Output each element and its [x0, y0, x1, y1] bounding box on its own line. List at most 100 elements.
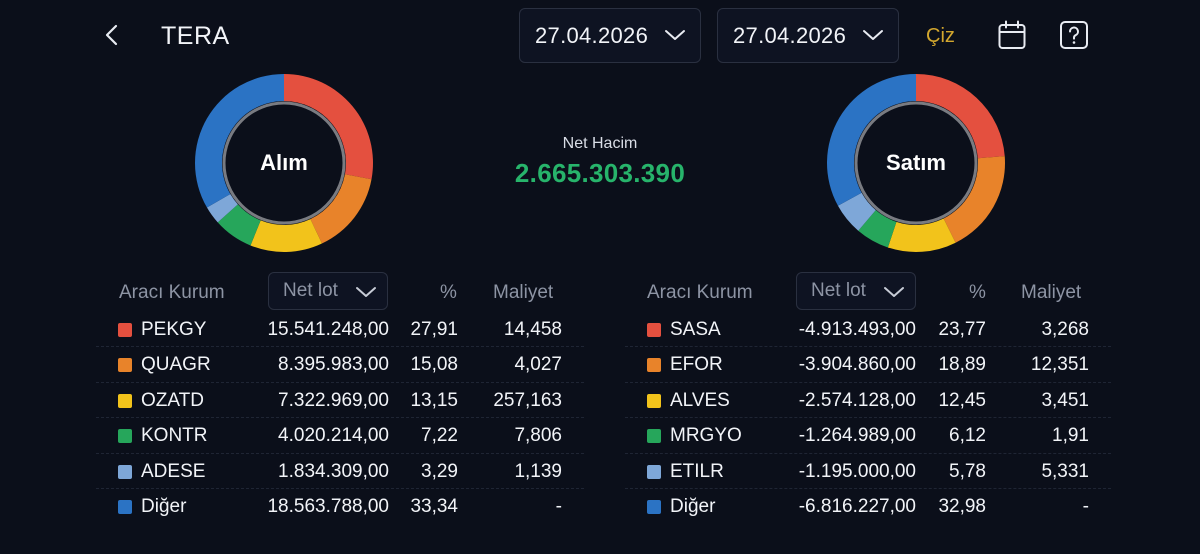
sell-table-header: Aracı Kurum Net lot % Maliyet: [625, 270, 1111, 312]
table-row[interactable]: MRGYO -1.264.989,00 6,12 1,91: [625, 418, 1111, 454]
percent-value: 13,15: [410, 389, 458, 411]
color-swatch: [647, 464, 661, 479]
table-row[interactable]: KONTR 4.020.214,00 7,22 7,806: [96, 418, 584, 454]
net-lot-select[interactable]: Net lot: [268, 272, 388, 310]
broker-name: Diğer: [670, 495, 716, 517]
color-swatch: [118, 429, 132, 444]
percent-value: 15,08: [410, 354, 458, 376]
donut-slice-quagr: [310, 174, 372, 244]
net-lot-value: -3.904.860,00: [798, 354, 916, 376]
broker-name: Diğer: [141, 495, 187, 517]
donut-slice-adese: [206, 194, 238, 223]
table-row[interactable]: Diğer 18.563.788,00 33,34 -: [96, 489, 584, 524]
table-row[interactable]: ETILR -1.195.000,00 5,78 5,331: [625, 454, 1111, 489]
donut-hole: [226, 105, 342, 221]
cost-value: 4,027: [514, 354, 562, 376]
net-lot-value: 15.541.248,00: [267, 319, 389, 340]
sell-table-body: SASA -4.913.493,00 23,77 3,268 EFOR -3.904.86…: [625, 312, 1111, 524]
percent-value: 6,12: [949, 425, 986, 447]
net-lot-select-label: Net lot: [811, 280, 866, 301]
sell-donut-label: Satım: [886, 150, 946, 175]
page-title: TERA: [161, 22, 230, 50]
broker-column-header: Aracı Kurum: [119, 282, 225, 303]
sell-table: Aracı Kurum Net lot % Maliyet SASA -4.913…: [625, 270, 1111, 524]
broker-name: OZATD: [141, 389, 204, 411]
chevron-left-icon: [105, 24, 118, 46]
percent-value: 27,91: [410, 319, 458, 340]
donut-slice-sasa: [916, 74, 1005, 159]
percent-column-header: %: [969, 282, 986, 303]
chevron-down-icon: [665, 30, 685, 40]
cost-value: -: [555, 495, 562, 517]
table-row[interactable]: OZATD 7.322.969,00 13,15 257,163: [96, 383, 584, 419]
percent-value: 5,78: [949, 460, 986, 482]
color-swatch: [647, 393, 661, 408]
broker-name: QUAGR: [141, 354, 211, 376]
percent-value: 23,77: [938, 319, 986, 340]
cost-value: 257,163: [493, 389, 562, 411]
net-lot-value: 1.834.309,00: [278, 460, 389, 482]
table-row[interactable]: ALVES -2.574.128,00 12,45 3,451: [625, 383, 1111, 419]
chevron-down-icon: [356, 287, 376, 297]
cost-value: 3,268: [1041, 319, 1089, 340]
color-swatch: [118, 358, 132, 373]
cost-column-header: Maliyet: [493, 282, 554, 303]
cost-value: 3,451: [1041, 389, 1089, 411]
help-button[interactable]: [1058, 19, 1090, 51]
color-swatch: [118, 499, 132, 514]
table-row[interactable]: QUAGR 8.395.983,00 15,08 4,027: [96, 347, 584, 383]
draw-button[interactable]: Çiz: [926, 25, 955, 47]
date-to-select[interactable]: 27.04.2026: [717, 8, 899, 63]
net-lot-value: -1.195.000,00: [798, 460, 916, 482]
net-lot-value: 7.322.969,00: [278, 389, 389, 411]
net-volume-value: 2.665.303.390: [514, 158, 686, 188]
back-button[interactable]: [98, 18, 126, 52]
broker-name: ADESE: [141, 460, 206, 482]
color-swatch: [118, 393, 132, 408]
table-row[interactable]: PEKGY 15.541.248,00 27,91 14,458: [96, 312, 584, 348]
broker-name: EFOR: [670, 354, 723, 376]
broker-name: PEKGY: [141, 319, 207, 340]
help-icon: [1060, 21, 1088, 49]
color-swatch: [647, 499, 661, 514]
calendar-button[interactable]: [996, 19, 1028, 51]
cost-value: 14,458: [503, 319, 562, 340]
donut-slice-alves: [887, 218, 956, 252]
percent-column-header: %: [440, 282, 457, 303]
broker-name: ETILR: [670, 460, 724, 482]
net-lot-value: -1.264.989,00: [798, 425, 916, 447]
donut-hole: [858, 105, 974, 221]
percent-value: 3,29: [421, 460, 458, 482]
color-swatch: [647, 323, 661, 337]
donut-slice-ozatd: [250, 219, 322, 252]
net-lot-select-label: Net lot: [283, 280, 338, 301]
sell-donut-chart: Satım: [826, 73, 1006, 253]
donut-slice-kontr: [217, 204, 261, 246]
percent-value: 18,89: [938, 354, 986, 376]
cost-column-header: Maliyet: [1021, 282, 1082, 303]
percent-value: 32,98: [938, 495, 986, 517]
table-row[interactable]: ADESE 1.834.309,00 3,29 1,139: [96, 454, 584, 489]
buy-donut-label: Alım: [260, 150, 308, 175]
cost-value: 5,331: [1041, 460, 1089, 482]
table-row[interactable]: SASA -4.913.493,00 23,77 3,268: [625, 312, 1111, 348]
net-lot-select[interactable]: Net lot: [796, 272, 916, 310]
header: TERA 27.04.2026 27.04.2026 Çiz: [0, 0, 1200, 70]
net-lot-value: 4.020.214,00: [278, 425, 389, 447]
sell-donut-svg: [827, 74, 1005, 252]
table-row[interactable]: EFOR -3.904.860,00 18,89 12,351: [625, 347, 1111, 383]
donut-inner-ring: [854, 101, 978, 225]
date-from-select[interactable]: 27.04.2026: [519, 8, 701, 63]
cost-value: 1,139: [514, 460, 562, 482]
net-lot-value: -6.816.227,00: [798, 495, 916, 517]
donut-inner-ring: [222, 101, 346, 225]
table-row[interactable]: Diğer -6.816.227,00 32,98 -: [625, 489, 1111, 524]
net-lot-value: -2.574.128,00: [798, 389, 916, 411]
chevron-down-icon: [863, 30, 883, 40]
cost-value: 7,806: [514, 425, 562, 447]
broker-name: KONTR: [141, 425, 208, 447]
date-to-value: 27.04.2026: [733, 22, 847, 48]
cost-value: 1,91: [1052, 425, 1089, 447]
date-from-value: 27.04.2026: [535, 22, 649, 48]
donut-slice-etilr: [837, 192, 876, 231]
